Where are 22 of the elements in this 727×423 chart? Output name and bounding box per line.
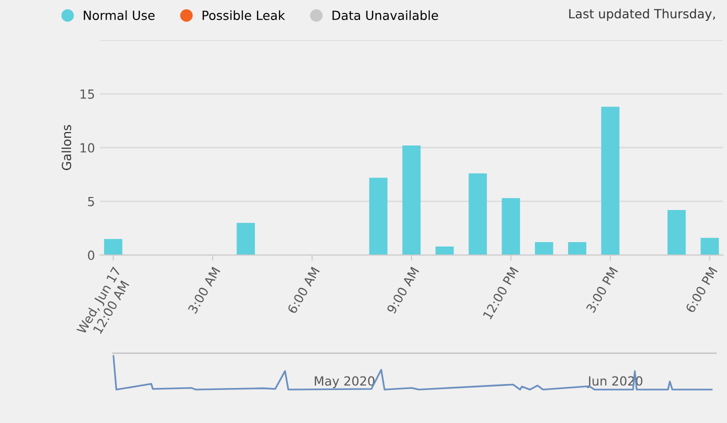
y-tick-label: 10 [80,143,94,153]
y-tick-label: 5 [88,196,94,206]
legend-label: Data Unavailable [332,10,438,20]
legend-label: Normal Use [84,10,155,20]
bar [369,178,388,256]
bar [104,238,122,256]
y-axis-title: Gallons [62,125,72,170]
bar [236,222,255,256]
legend-label: Possible Leak [202,10,286,20]
bar [601,106,620,256]
bar [667,210,686,256]
text: Last updated Thursday, [569,8,715,21]
bar [436,246,454,256]
x-tick-label: May 2020 [314,376,374,388]
bar [700,238,719,256]
y-tick-label: 15 [80,90,94,99]
bar [468,173,487,256]
bar [534,242,554,256]
bar [502,198,520,256]
y-tick-label: 0 [88,250,94,260]
bar [568,242,586,256]
bar [402,145,421,256]
